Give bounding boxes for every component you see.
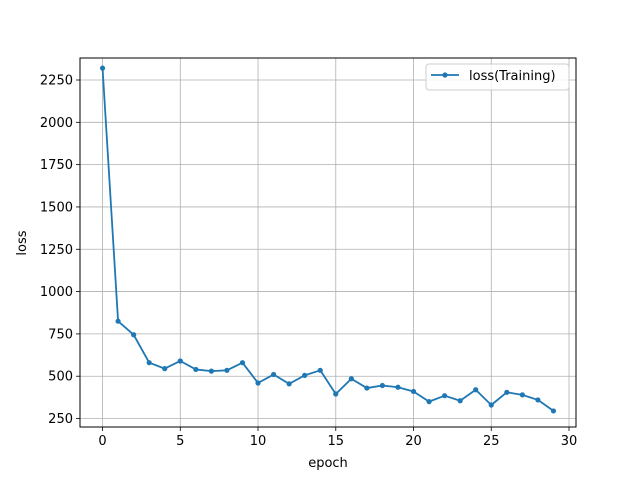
data-point <box>131 332 137 338</box>
data-point <box>162 366 168 372</box>
data-point <box>317 367 323 373</box>
data-point <box>473 387 479 393</box>
data-point <box>177 358 183 364</box>
data-point <box>410 388 417 395</box>
x-tick-label: 30 <box>561 434 578 449</box>
plot-frame <box>79 57 577 428</box>
ticks: 0 5 10 15 20 25 30 250 500 750 1000 1250 1500 1750 200… <box>40 74 577 449</box>
data-point <box>457 398 463 404</box>
x-axis-label: epoch <box>308 456 348 471</box>
legend: loss(Training) <box>425 63 570 91</box>
x-tick-label: 0 <box>98 434 106 449</box>
y-tick-label: 250 <box>48 412 73 427</box>
x-tick-label: 5 <box>176 434 184 449</box>
data-point <box>504 389 510 395</box>
data-point <box>255 380 261 386</box>
data-point <box>535 397 541 403</box>
data-point <box>302 372 308 378</box>
data-point <box>395 384 401 390</box>
series-line <box>101 68 554 412</box>
data-point <box>488 402 494 408</box>
y-tick-label: 1000 <box>40 285 73 300</box>
data-point <box>270 371 277 378</box>
y-axis-label: loss <box>15 230 30 255</box>
data-point <box>348 376 354 382</box>
data-point <box>99 65 106 71</box>
data-point <box>442 393 448 399</box>
y-tick-label: 2000 <box>40 116 73 131</box>
data-point <box>519 392 525 398</box>
data-point <box>193 366 199 373</box>
plot-area-background <box>80 58 576 427</box>
x-tick-label: 20 <box>405 434 422 449</box>
data-point <box>550 408 557 414</box>
y-tick-label: 750 <box>48 327 73 342</box>
x-tick-label: 25 <box>483 434 500 449</box>
data-point <box>426 399 432 405</box>
data-point <box>239 360 246 366</box>
y-tick-label: 2250 <box>40 74 73 89</box>
y-tick-label: 1500 <box>40 200 73 215</box>
y-tick-label: 1750 <box>40 158 73 173</box>
data-point <box>364 385 370 391</box>
data-point <box>333 391 339 397</box>
legend-marker-sample <box>442 72 448 78</box>
data-point <box>208 368 214 374</box>
y-tick-label: 1250 <box>40 243 73 258</box>
data-point <box>115 318 121 324</box>
data-point <box>286 381 292 387</box>
legend-box <box>425 63 570 91</box>
y-tick-label: 500 <box>48 370 73 385</box>
x-tick-label: 15 <box>328 434 345 449</box>
series-layer <box>99 65 557 414</box>
data-point <box>379 382 386 389</box>
grid-lines <box>80 58 576 427</box>
data-point <box>224 367 230 373</box>
legend-entry-loss-training: loss(Training) <box>469 69 556 84</box>
x-tick-label: 10 <box>250 434 267 449</box>
data-point <box>146 360 152 366</box>
